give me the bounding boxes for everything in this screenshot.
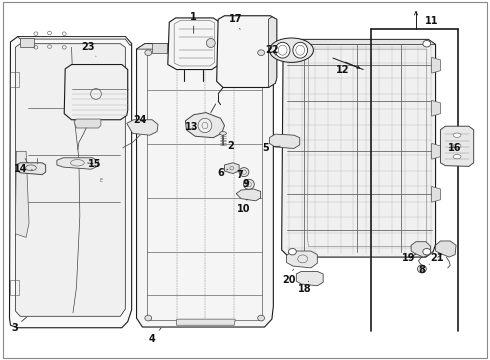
Text: E: E — [99, 178, 102, 183]
Polygon shape — [127, 120, 158, 135]
Polygon shape — [432, 100, 441, 116]
Polygon shape — [296, 271, 323, 286]
Polygon shape — [283, 40, 436, 44]
Polygon shape — [137, 44, 273, 327]
Ellipse shape — [145, 50, 152, 55]
Text: 24: 24 — [133, 115, 147, 125]
Polygon shape — [137, 44, 266, 49]
Ellipse shape — [453, 154, 461, 159]
Text: 14: 14 — [14, 164, 32, 174]
Ellipse shape — [289, 41, 296, 47]
Polygon shape — [185, 113, 224, 138]
Ellipse shape — [289, 248, 296, 255]
Polygon shape — [74, 119, 101, 128]
Polygon shape — [432, 186, 441, 202]
Polygon shape — [287, 251, 318, 268]
Text: 17: 17 — [228, 14, 242, 30]
Ellipse shape — [258, 50, 265, 55]
Polygon shape — [152, 43, 167, 53]
Ellipse shape — [145, 315, 152, 321]
Text: 4: 4 — [149, 328, 161, 343]
Text: 1: 1 — [190, 12, 197, 33]
Polygon shape — [168, 18, 220, 69]
Polygon shape — [282, 40, 436, 257]
Text: 10: 10 — [237, 199, 251, 215]
Polygon shape — [224, 163, 239, 174]
Ellipse shape — [198, 118, 212, 133]
Text: 12: 12 — [336, 64, 352, 75]
Polygon shape — [432, 143, 441, 159]
Ellipse shape — [275, 42, 290, 58]
Text: 8: 8 — [418, 264, 430, 275]
Polygon shape — [15, 151, 29, 237]
Text: 22: 22 — [265, 45, 279, 55]
Text: 21: 21 — [430, 253, 443, 263]
Ellipse shape — [239, 168, 249, 177]
Text: 7: 7 — [237, 170, 244, 180]
Polygon shape — [9, 37, 132, 328]
Ellipse shape — [417, 265, 426, 273]
Text: 18: 18 — [298, 281, 312, 294]
Text: 20: 20 — [282, 269, 296, 285]
Polygon shape — [269, 17, 277, 87]
Text: 13: 13 — [185, 122, 198, 132]
Polygon shape — [57, 158, 98, 169]
Polygon shape — [176, 319, 235, 325]
Polygon shape — [20, 39, 34, 46]
Ellipse shape — [258, 315, 265, 321]
Ellipse shape — [220, 132, 226, 135]
Polygon shape — [15, 44, 125, 316]
Ellipse shape — [206, 39, 215, 48]
Text: 23: 23 — [81, 42, 96, 56]
Polygon shape — [18, 37, 132, 45]
Ellipse shape — [423, 248, 431, 255]
Ellipse shape — [453, 144, 461, 148]
Polygon shape — [441, 126, 474, 166]
Ellipse shape — [293, 42, 308, 58]
Polygon shape — [436, 241, 456, 257]
Polygon shape — [217, 16, 277, 87]
Polygon shape — [64, 64, 128, 120]
Text: 5: 5 — [263, 143, 280, 153]
Ellipse shape — [270, 38, 314, 62]
Text: 2: 2 — [223, 139, 234, 151]
Polygon shape — [16, 163, 46, 175]
Text: 11: 11 — [425, 17, 439, 30]
Text: 15: 15 — [88, 159, 101, 169]
Polygon shape — [236, 189, 261, 201]
Polygon shape — [432, 57, 441, 73]
Text: 16: 16 — [448, 143, 462, 153]
Polygon shape — [411, 242, 431, 257]
Text: 6: 6 — [217, 168, 228, 178]
Text: 3: 3 — [11, 317, 26, 333]
Polygon shape — [270, 134, 300, 148]
Text: 9: 9 — [243, 179, 249, 189]
Ellipse shape — [423, 41, 431, 47]
Text: 19: 19 — [402, 253, 416, 263]
Ellipse shape — [453, 133, 461, 137]
Polygon shape — [235, 43, 250, 53]
Ellipse shape — [244, 179, 254, 189]
